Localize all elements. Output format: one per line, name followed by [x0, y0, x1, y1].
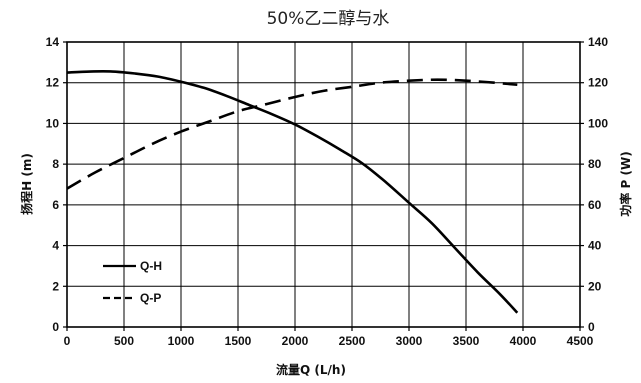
grid-lines	[67, 42, 580, 327]
y-left-tick-label-14: 14	[46, 35, 60, 49]
y-right-tick-label-40: 40	[588, 239, 602, 253]
y-right-tick-label-0: 0	[588, 320, 595, 334]
y-left-tick-label-2: 2	[52, 279, 59, 293]
y-left-tick-label-0: 0	[52, 320, 59, 334]
x-tick-label-3500: 3500	[453, 334, 480, 348]
x-tick-label-4000: 4000	[510, 334, 537, 348]
chart-title: 50%乙二醇与水	[267, 9, 390, 29]
series-line-q-p	[66, 78, 518, 190]
legend-label-q-p: Q-P	[140, 291, 161, 305]
y-axis-label-right: 功率 P (W)	[618, 151, 633, 216]
x-tick-label-2500: 2500	[339, 334, 366, 348]
x-tick-label-4500: 4500	[567, 334, 594, 348]
y-left-tick-label-6: 6	[52, 198, 59, 212]
y-left-tick-label-4: 4	[52, 239, 59, 253]
x-tick-label-0: 0	[64, 334, 71, 348]
series-line-q-h	[66, 70, 519, 314]
y-right-tick-label-60: 60	[588, 198, 602, 212]
y-right-tick-label-80: 80	[588, 157, 602, 171]
x-axis-label: 流量Q (L/h)	[276, 362, 346, 377]
x-tick-label-3000: 3000	[396, 334, 423, 348]
y-left-tick-label-10: 10	[46, 116, 60, 130]
x-tick-label-2000: 2000	[282, 334, 309, 348]
y-right-tick-label-20: 20	[588, 279, 602, 293]
series-lines	[66, 70, 519, 314]
y-right-tick-label-140: 140	[588, 35, 608, 49]
axis-ticks: 0 500 1000 1500 2000 2500 3000 3500 4000 45000246…	[46, 35, 609, 348]
y-right-tick-label-100: 100	[588, 116, 608, 130]
x-tick-label-1500: 1500	[225, 334, 252, 348]
legend-label-q-h: Q-H	[140, 259, 162, 273]
x-tick-label-1000: 1000	[168, 334, 195, 348]
y-right-tick-label-120: 120	[588, 76, 608, 90]
plot-frame	[66, 41, 581, 328]
y-left-tick-label-12: 12	[46, 76, 60, 90]
y-left-tick-label-8: 8	[52, 157, 59, 171]
legend: Q-H Q-P	[103, 259, 162, 305]
x-tick-label-500: 500	[114, 334, 134, 348]
y-axis-label-left: 扬程H (m)	[19, 153, 34, 215]
